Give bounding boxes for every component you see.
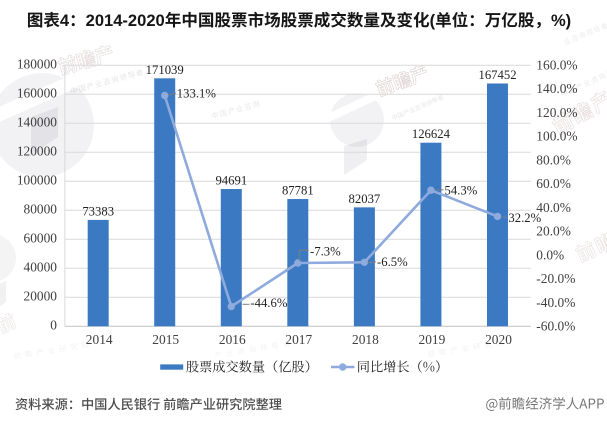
- svg-text:87781: 87781: [282, 184, 314, 198]
- svg-text:54.3%: 54.3%: [445, 183, 478, 197]
- svg-text:40000: 40000: [24, 260, 58, 275]
- svg-text:2020: 2020: [485, 332, 512, 347]
- svg-text:2018: 2018: [352, 332, 379, 347]
- svg-text:100.0%: 100.0%: [536, 129, 577, 144]
- svg-text:2019: 2019: [419, 332, 446, 347]
- svg-text:%): %): [551, 11, 571, 30]
- svg-text:167452: 167452: [478, 68, 516, 82]
- svg-text:120000: 120000: [17, 144, 57, 159]
- svg-text:2016: 2016: [219, 332, 246, 347]
- svg-text:171039: 171039: [146, 63, 184, 77]
- svg-text:0.0%: 0.0%: [536, 247, 564, 262]
- svg-text:120.0%: 120.0%: [536, 105, 577, 120]
- svg-text:-40.0%: -40.0%: [536, 295, 575, 310]
- svg-text:-60.0%: -60.0%: [536, 319, 575, 334]
- svg-text:0: 0: [50, 318, 57, 333]
- svg-text:180000: 180000: [17, 57, 57, 72]
- svg-text:73383: 73383: [82, 204, 114, 218]
- svg-text:133.1%: 133.1%: [177, 87, 217, 101]
- svg-text:20000: 20000: [24, 289, 58, 304]
- svg-text:4: 4: [60, 11, 70, 30]
- svg-text:-6.5%: -6.5%: [377, 255, 408, 269]
- svg-text:20.0%: 20.0%: [536, 224, 571, 239]
- svg-text:-7.3%: -7.3%: [310, 244, 341, 258]
- svg-text:60.0%: 60.0%: [536, 176, 571, 191]
- svg-text:2014-2020: 2014-2020: [86, 11, 165, 30]
- svg-text:140000: 140000: [17, 115, 57, 130]
- svg-text:80.0%: 80.0%: [536, 152, 571, 167]
- svg-text:160000: 160000: [17, 86, 57, 101]
- svg-text:(: (: [430, 11, 436, 30]
- svg-text:-44.6%: -44.6%: [250, 296, 287, 310]
- svg-text:126624: 126624: [412, 127, 451, 141]
- svg-text:2015: 2015: [152, 332, 179, 347]
- svg-text:2017: 2017: [285, 332, 312, 347]
- svg-text:100000: 100000: [17, 173, 57, 188]
- svg-text:2014: 2014: [86, 332, 113, 347]
- svg-text:60000: 60000: [24, 231, 58, 246]
- svg-text:160.0%: 160.0%: [536, 58, 577, 73]
- svg-text:94691: 94691: [215, 174, 247, 188]
- svg-text:80000: 80000: [24, 202, 58, 217]
- svg-text:40.0%: 40.0%: [536, 200, 571, 215]
- svg-text:-20.0%: -20.0%: [536, 271, 575, 286]
- svg-text:82037: 82037: [349, 192, 381, 206]
- svg-text:32.2%: 32.2%: [508, 211, 541, 225]
- svg-text:140.0%: 140.0%: [536, 81, 577, 96]
